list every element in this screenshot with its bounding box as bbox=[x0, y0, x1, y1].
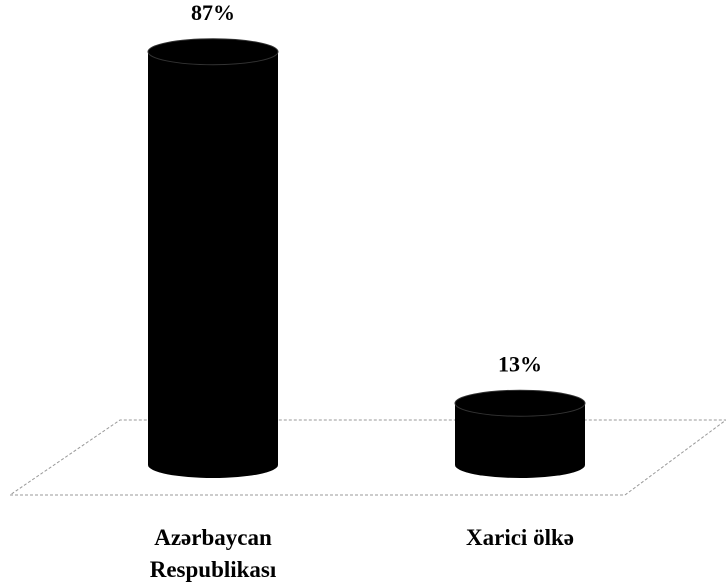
category-label: Xarici ölkə bbox=[466, 525, 574, 550]
category-label: Azərbaycan Respublikası bbox=[149, 525, 277, 582]
value-label: 87% bbox=[191, 0, 235, 25]
floor bbox=[8, 419, 726, 496]
value-label: 13% bbox=[498, 351, 542, 376]
cylinder-top bbox=[147, 38, 279, 66]
cylinder-body bbox=[148, 51, 278, 478]
cylinder-body bbox=[455, 403, 585, 478]
cylinder-top bbox=[454, 389, 586, 417]
